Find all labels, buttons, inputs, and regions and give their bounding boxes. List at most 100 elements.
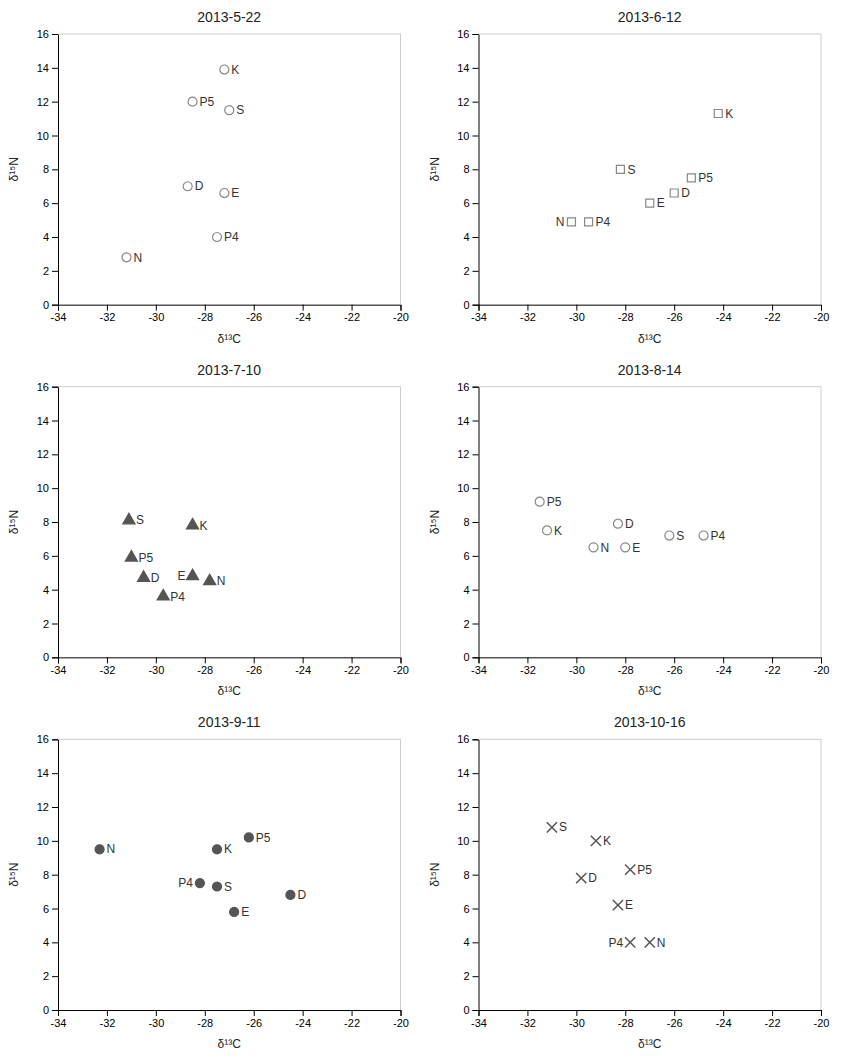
- tick: -22: [765, 305, 781, 324]
- frame: [479, 739, 822, 740]
- tick-mark: [473, 522, 479, 523]
- tick: -24: [295, 1010, 311, 1029]
- tick-mark: [107, 305, 108, 311]
- point: [687, 174, 695, 182]
- tick-mark: [401, 305, 402, 311]
- tick-mark: [473, 875, 479, 876]
- tick: 6: [43, 550, 58, 562]
- point: [613, 519, 622, 528]
- tick-label: -24: [295, 311, 311, 323]
- tick-label: 8: [463, 516, 469, 528]
- tick-label: 12: [37, 96, 49, 108]
- tick: 10: [37, 130, 58, 142]
- tick: 0: [463, 1004, 478, 1016]
- tick-mark: [205, 1010, 206, 1016]
- point-label: N: [134, 251, 143, 265]
- point: [535, 497, 544, 506]
- x-axis-title: δ¹³C: [638, 684, 662, 698]
- tick-mark: [352, 657, 353, 663]
- tick: 2: [463, 618, 478, 630]
- tick: 16: [457, 733, 478, 745]
- point-label: S: [224, 880, 232, 894]
- tick: 12: [457, 96, 478, 108]
- panel: -34-32-30-28-26-24-22-200246810121416201…: [7, 9, 409, 346]
- y-axis-title: δ¹⁵N: [7, 157, 21, 181]
- frame: [400, 34, 401, 305]
- tick-mark: [473, 488, 479, 489]
- tick-mark: [52, 34, 58, 35]
- tick-label: -22: [344, 1017, 360, 1029]
- tick-label: -26: [246, 1017, 262, 1029]
- tick-label: -20: [393, 311, 409, 323]
- tick-label: 16: [37, 381, 49, 393]
- tick: -32: [520, 305, 536, 324]
- point: [625, 937, 635, 947]
- tick: -24: [716, 1010, 732, 1029]
- tick: -22: [344, 657, 360, 676]
- axis-line: [59, 658, 402, 664]
- point: [213, 845, 222, 854]
- tick-mark: [772, 657, 773, 663]
- point-label: N: [217, 574, 226, 588]
- tick: -32: [99, 657, 115, 676]
- tick-mark: [576, 305, 577, 311]
- point-label: P4: [178, 876, 193, 890]
- tick-label: 4: [463, 584, 469, 596]
- tick-mark: [52, 624, 58, 625]
- tick-label: -22: [344, 311, 360, 323]
- tick-label: -28: [618, 1017, 634, 1029]
- tick-label: 12: [37, 448, 49, 460]
- tick: 10: [37, 835, 58, 847]
- tick: 0: [43, 1004, 58, 1016]
- tick-label: 8: [43, 869, 49, 881]
- point: [213, 882, 222, 891]
- tick: 0: [463, 651, 478, 663]
- tick-mark: [52, 136, 58, 137]
- tick-mark: [205, 305, 206, 311]
- point: [186, 518, 198, 529]
- tick-label: 4: [43, 936, 49, 948]
- tick-label: -22: [765, 311, 781, 323]
- tick: 4: [43, 936, 58, 948]
- point-label: D: [625, 517, 634, 531]
- tick-label: 8: [463, 163, 469, 175]
- point-label: S: [676, 529, 684, 543]
- tick-label: -34: [471, 311, 487, 323]
- tick-mark: [52, 271, 58, 272]
- frame: [479, 34, 822, 35]
- tick-label: -26: [667, 664, 683, 676]
- y-axis: 0246810121416: [457, 733, 479, 1016]
- tick-label: 16: [457, 733, 469, 745]
- frame: [821, 739, 822, 1010]
- tick: -30: [569, 1010, 585, 1029]
- point-labels: KP5SDEP4N: [134, 63, 245, 265]
- tick: -24: [716, 305, 732, 324]
- tick-label: 2: [43, 265, 49, 277]
- points: [567, 110, 722, 226]
- tick: -32: [99, 1010, 115, 1029]
- point-label: D: [151, 571, 160, 585]
- tick-label: -22: [765, 664, 781, 676]
- tick-label: -24: [716, 1017, 732, 1029]
- tick: 6: [463, 197, 478, 209]
- tick: 8: [43, 516, 58, 528]
- tick: 10: [457, 835, 478, 847]
- tick: -34: [51, 657, 67, 676]
- tick: -24: [716, 657, 732, 676]
- tick: 8: [463, 516, 478, 528]
- tick-label: -30: [569, 664, 585, 676]
- point: [665, 531, 674, 540]
- tick-label: -32: [99, 664, 115, 676]
- point: [645, 937, 655, 947]
- y-axis: 0246810121416: [37, 381, 59, 664]
- point-labels: P5KDNESP4: [547, 495, 726, 555]
- axis-line: [59, 305, 402, 311]
- tick-mark: [674, 657, 675, 663]
- tick: 12: [37, 801, 58, 813]
- tick: -20: [393, 1010, 409, 1029]
- tick-label: 10: [37, 130, 49, 142]
- tick-label: 0: [43, 651, 49, 663]
- tick-label: 6: [43, 550, 49, 562]
- point: [123, 513, 135, 524]
- tick-label: -20: [814, 1017, 830, 1029]
